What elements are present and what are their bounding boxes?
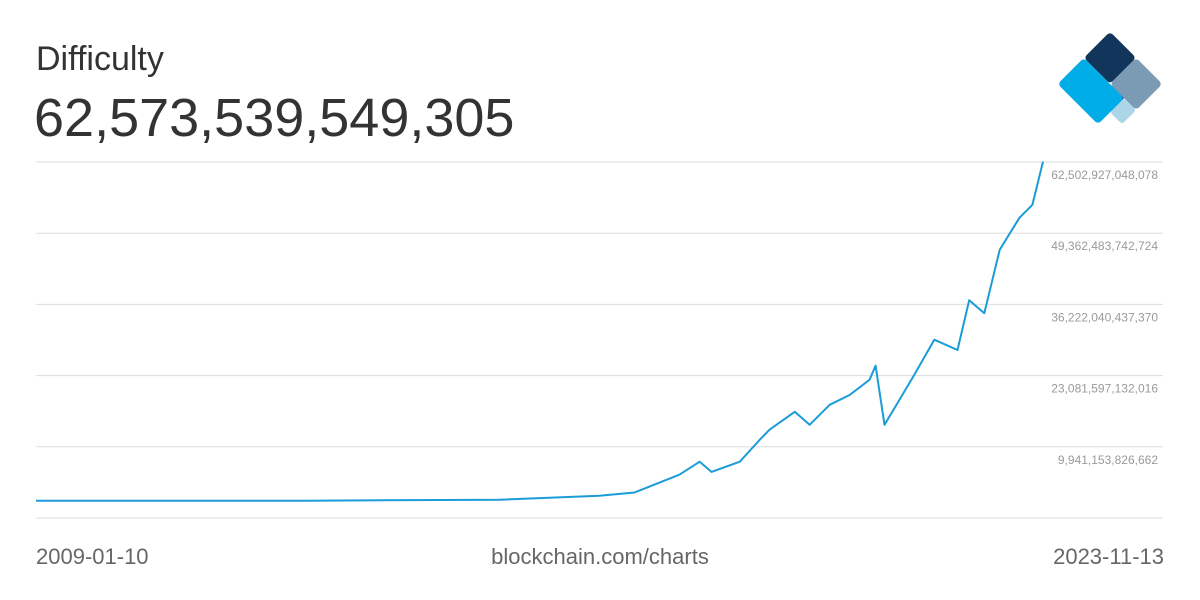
- x-end-label: 2023-11-13: [1053, 544, 1164, 569]
- source: blockchain.com/charts: [491, 544, 709, 569]
- logo-piece: [1111, 59, 1161, 109]
- logo: [1059, 33, 1161, 124]
- y-tick-label: 62,502,927,048,078: [1051, 168, 1158, 182]
- x-start-label: 2009-01-10: [36, 544, 149, 569]
- logo-piece: [1059, 59, 1123, 123]
- y-tick-label: 9,941,153,826,662: [1058, 453, 1158, 467]
- y-tick-label: 23,081,597,132,016: [1051, 382, 1158, 396]
- y-tick-label: 36,222,040,437,370: [1051, 310, 1158, 324]
- data-line: [36, 161, 1044, 502]
- current-value: 62,573,539,549,305: [34, 88, 514, 148]
- y-tick-label: 49,362,483,742,724: [1051, 239, 1158, 253]
- logo-piece: [1085, 33, 1135, 83]
- chart-title: Difficulty: [36, 40, 164, 78]
- logo-piece: [1111, 99, 1135, 124]
